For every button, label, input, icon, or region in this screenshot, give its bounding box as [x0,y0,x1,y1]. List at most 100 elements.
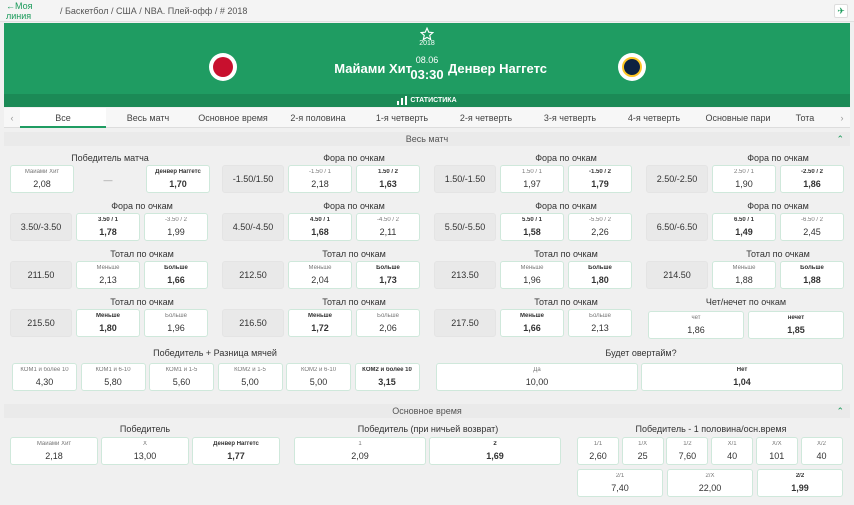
odds-button[interactable]: 6.50 / 1 1,49 [712,213,776,241]
collapse-chevron-icon[interactable]: ⌃ [836,406,844,416]
even-odds-button[interactable]: чет 1,86 [648,311,744,339]
odds-button[interactable]: 2 1,69 [429,437,561,465]
odds-label: Больше [165,313,187,319]
odds-value: 1,88 [735,275,753,285]
odds-label: 1/Х [638,441,648,447]
overtime-yes-button[interactable]: Да 10,00 [436,363,638,391]
odds-button[interactable]: Меньше 1,96 [500,261,564,289]
odds-button[interactable]: Х/1 40 [711,437,754,465]
odds-button[interactable]: Больше 1,88 [780,261,844,289]
tabs-left-arrow-icon[interactable]: ‹ [10,112,14,123]
odds-button[interactable]: 2.50 / 1 1,90 [712,165,776,193]
odds-button[interactable]: 1/2 7,60 [666,437,709,465]
line-text: 213.50 [451,269,479,280]
odds-button[interactable]: Денвер Наггетс 1,77 [192,437,280,465]
odds-button[interactable]: 5.50 / 1 1,58 [500,213,564,241]
odds-button[interactable]: Меньше 2,13 [76,261,140,289]
odds-button[interactable]: 1.50 / 1 1,97 [500,165,564,193]
odds-button[interactable]: -2.50 / 2 1,86 [780,165,844,193]
team2-odds-button[interactable]: Денвер Наггетс 1,70 [146,165,210,193]
odds-value: 1,66 [523,323,541,333]
odds-button[interactable]: Х/Х 101 [755,437,798,465]
pin-icon[interactable]: ✈ [834,4,848,18]
odds-button[interactable]: Майами Хит 2,18 [10,437,98,465]
collapse-chevron-icon[interactable]: ⌃ [836,134,844,144]
odds-button[interactable]: 4.50 / 1 1,68 [288,213,352,241]
odds-label: Х/1 [727,441,737,447]
odds-label: Майами Хит [24,169,60,175]
odds-button[interactable]: Меньше 1,80 [76,309,140,337]
odds-button[interactable]: 1/Х 25 [621,437,664,465]
line-value: 213.50 [434,261,496,289]
odds-button[interactable]: Больше 1,73 [356,261,420,289]
odds-button[interactable]: Больше 2,13 [568,309,632,337]
odds-value: 7,60 [678,451,697,461]
tab-main-bets[interactable]: Основные пари [705,112,771,123]
tab-all[interactable]: Все [20,107,106,128]
section-whole-match[interactable]: Весь матч ⌃ [4,132,850,146]
my-line-link[interactable]: ←Моя линия [6,0,33,21]
odds-button[interactable]: 1 2,09 [294,437,426,465]
odds-button[interactable]: КОМ2 и 1-5 5,00 [217,363,283,391]
odds-button[interactable]: КОМ2 и более 10 3,15 [354,363,420,391]
match-year: 2018 [419,40,435,47]
section-main-time[interactable]: Основное время ⌃ [4,404,850,418]
tab-whole-match[interactable]: Весь матч [126,112,170,123]
odds-value: 2,26 [591,227,609,237]
odds-button[interactable]: 2/2 1,99 [757,469,843,497]
odds-button[interactable]: Больше 1,66 [144,261,208,289]
market-title: Фора по очкам [111,201,173,211]
odds-button[interactable]: Х 13,00 [101,437,189,465]
odds-value: 10,00 [525,377,549,387]
tab-quarter-1[interactable]: 1-я четверть [375,112,429,123]
odds-button[interactable]: Больше 1,80 [568,261,632,289]
odds-button[interactable]: Меньше 1,66 [500,309,564,337]
odds-button[interactable]: 2/Х 22,00 [667,469,753,497]
tab-second-half[interactable]: 2-я половина [290,112,346,123]
odds-button[interactable]: 2/1 7,40 [577,469,663,497]
odds-button[interactable]: Меньше 1,88 [712,261,776,289]
odds-button[interactable]: Х/2 40 [800,437,843,465]
overtime-no-button[interactable]: Нет 1,04 [641,363,843,391]
odds-button[interactable]: Больше 1,96 [144,309,208,337]
odds-label: Денвер Наггетс [155,169,201,175]
tab-quarter-3[interactable]: 3-я четверть [543,112,597,123]
odds-button[interactable]: -1.50 / 1 2,18 [288,165,352,193]
odds-button[interactable]: Больше 2,06 [356,309,420,337]
odds-button[interactable]: КОМ1 и 1-5 5,60 [149,363,214,391]
odds-button[interactable]: 1/1 2,60 [577,437,619,465]
odds-button[interactable]: -1.50 / 2 1,79 [568,165,632,193]
odds-button[interactable]: КОМ2 и 6-10 5,00 [286,363,351,391]
odds-value: 1,70 [169,179,187,189]
tabs-right-arrow-icon[interactable]: › [840,112,844,123]
odds-label: -1.50 / 2 [588,169,611,175]
line-text: 211.50 [27,269,55,280]
market-title: Тотал по очкам [110,297,174,307]
statistics-button[interactable]: СТАТИСТИКА [4,94,850,107]
team1-odds-button[interactable]: Майами Хит 2,08 [10,165,74,193]
line-text: 217.50 [451,317,479,328]
odds-button[interactable]: 1.50 / 2 1,63 [356,165,420,193]
tab-totals[interactable]: Тота [795,112,815,123]
odds-value: 1,72 [311,323,329,333]
odds-button[interactable]: -5.50 / 2 2,26 [568,213,632,241]
tab-main-time[interactable]: Основное время [198,112,268,123]
favorite-star-icon[interactable] [420,27,434,41]
odds-value: 1,63 [379,179,397,189]
odds-value: 1,99 [791,483,809,493]
odds-button[interactable]: -3.50 / 2 1,99 [144,213,208,241]
odds-button[interactable]: -6.50 / 2 2,45 [780,213,844,241]
market-title: Тотал по очкам [534,297,598,307]
odd-odds-button[interactable]: нечет 1,85 [748,311,844,339]
odds-button[interactable]: Меньше 2,04 [288,261,352,289]
odds-button[interactable]: КОМ1 и более 10 4,30 [12,363,77,391]
odds-value: 1,04 [733,377,751,387]
breadcrumb-path[interactable]: / Баскетбол / США / NBA. Плей-офф / # 20… [60,5,248,16]
tab-quarter-2[interactable]: 2-я четверть [459,112,513,123]
tab-quarter-4[interactable]: 4-я четверть [627,112,681,123]
odds-button[interactable]: -4.50 / 2 2,11 [356,213,420,241]
bar-chart-icon [397,96,408,105]
odds-button[interactable]: КОМ1 и 6-10 5,80 [80,363,146,391]
odds-button[interactable]: Меньше 1,72 [288,309,352,337]
odds-button[interactable]: 3.50 / 1 1,78 [76,213,140,241]
